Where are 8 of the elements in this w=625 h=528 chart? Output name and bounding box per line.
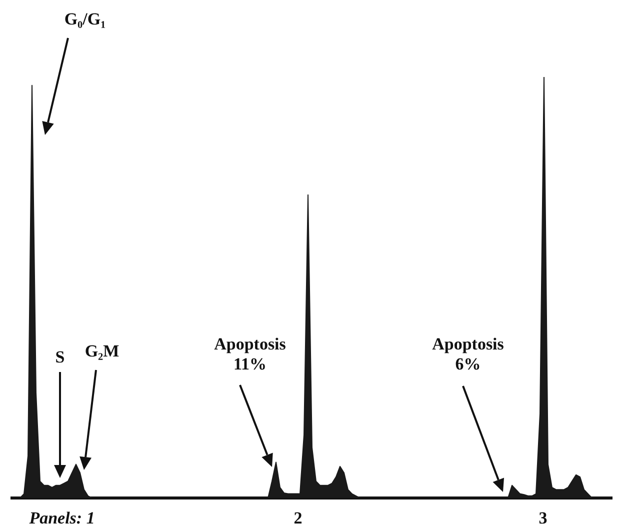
text: G₀/G₁ [64, 9, 106, 28]
annotation: Apoptosis 11% [214, 334, 286, 374]
annotation: G₂M [84, 341, 120, 360]
annotation: Apoptosis 6% [432, 334, 504, 374]
annotation: S [55, 347, 65, 366]
text: 2 [294, 508, 302, 528]
text: Panels: 1 [28, 508, 95, 528]
text: 3 [538, 508, 548, 528]
